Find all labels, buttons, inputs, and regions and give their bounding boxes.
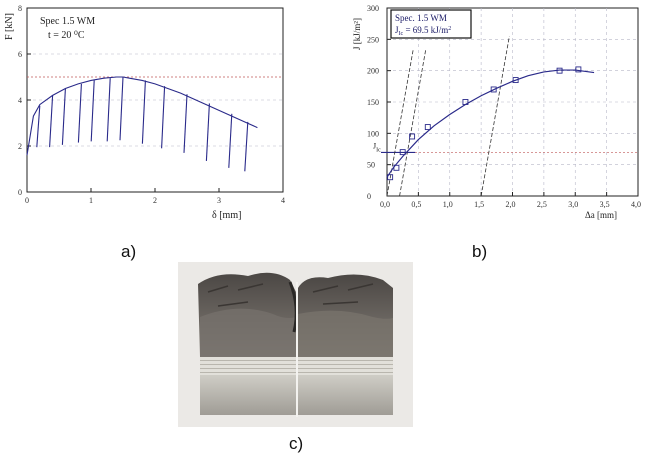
unloading-line [141,80,146,144]
unloading-line [183,94,188,153]
x-tick-label: 3,5 [600,200,610,209]
x-tick-label: 0,5 [411,200,421,209]
y-tick-label: 50 [367,161,375,170]
y-tick-label: 150 [367,98,379,107]
unloading-line [90,80,95,142]
legend-spec: Spec 1.5 WM [40,16,95,27]
unloading-line [49,95,54,148]
legend-temp: t = 20 ⁰C [48,30,85,41]
y-tick-label: 0 [18,188,22,197]
x-tick-label: 0,0 [380,200,390,209]
unloading-line [228,113,233,168]
legend-jic-unit-exp: 2 [448,26,451,32]
x-tick-label: 4 [281,196,285,205]
data-point [393,164,400,171]
legend-jic-value: = 69.5 kJ/m [403,25,448,35]
unloading-line [161,86,166,149]
x-tick-label: 2 [153,196,157,205]
data-point [399,149,406,156]
y-tick-label: 2 [18,142,22,151]
data-point [512,77,519,84]
x-axis-label: Δa [mm] [585,210,617,220]
unloading-line [36,105,41,148]
envelope-curve [26,76,258,156]
y-tick-label: 300 [367,4,379,13]
chart-b-panel: 0 50 100 150 200 250 300 0,0 0,5 1,0 1,5 2,0 2,5 3,0 3… [340,0,650,230]
x-tick-label: 1,5 [474,200,484,209]
caption-b: b) [472,242,488,261]
x-tick-label: 4,0 [631,200,641,209]
x-tick-label: 1,0 [443,200,453,209]
specimen-left-half [198,272,298,415]
y-tick-label: 4 [18,96,22,105]
specimen-photo [178,262,413,427]
data-point [409,133,416,140]
unloading-line [106,78,111,142]
x-tick-label: 0 [25,196,29,205]
specimen-photo-svg [178,262,413,427]
unloading-line [77,83,82,143]
legend-spec: Spec. 1.5 WM [395,13,447,23]
x-tick-label: 2,5 [537,200,547,209]
data-point [462,99,469,105]
data-point [575,66,582,73]
y-tick-label: 6 [18,50,22,59]
jic-label: JIc [373,141,381,153]
unloading-line [244,121,249,172]
x-tick-label: 3 [217,196,221,205]
chart-a-svg: 0 2 4 6 8 0 1 2 3 4 Spec 1.5 WM t = 20 ⁰C δ [mm] F [k… [4,4,285,221]
caption-c: c) [289,434,304,453]
blunting-line [480,36,510,197]
chart-a-panel: 0 2 4 6 8 0 1 2 3 4 Spec 1.5 WM t = 20 ⁰C δ [mm] F [k… [0,0,300,230]
caption-a: a) [121,242,137,261]
y-tick-label: 0 [367,192,371,201]
fit-curve [386,69,595,178]
y-tick-label: 200 [367,67,379,76]
legend-box [390,9,472,39]
y-axis-label: J [kJ/m²] [352,18,362,50]
data-point [556,67,563,74]
y-tick-label: 8 [18,4,22,13]
unloading-line [119,76,124,141]
y-tick-label: 100 [367,129,379,138]
x-tick-label: 1 [89,196,93,205]
unloading-line [61,88,66,145]
legend-jic-sub: Ic [399,31,404,37]
specimen-right-half [296,274,393,415]
legend-jic: JIc = 69.5 kJ/m2 [395,25,451,37]
unloading-line [205,103,210,161]
data-point [387,174,394,181]
x-axis-label: δ [mm] [212,210,241,221]
data-point [490,86,497,93]
data-point [424,124,431,131]
x-tick-label: 2,0 [506,200,516,209]
chart-b-svg: 0 50 100 150 200 250 300 0,0 0,5 1,0 1,5 2,0 2,5 3,0 3… [352,4,641,220]
x-tick-label: 3,0 [568,200,578,209]
jic-label-sub: Ic [376,147,381,153]
y-axis-label: F [kN] [4,13,15,40]
y-tick-label: 250 [367,35,379,44]
blunting-line [399,48,427,197]
